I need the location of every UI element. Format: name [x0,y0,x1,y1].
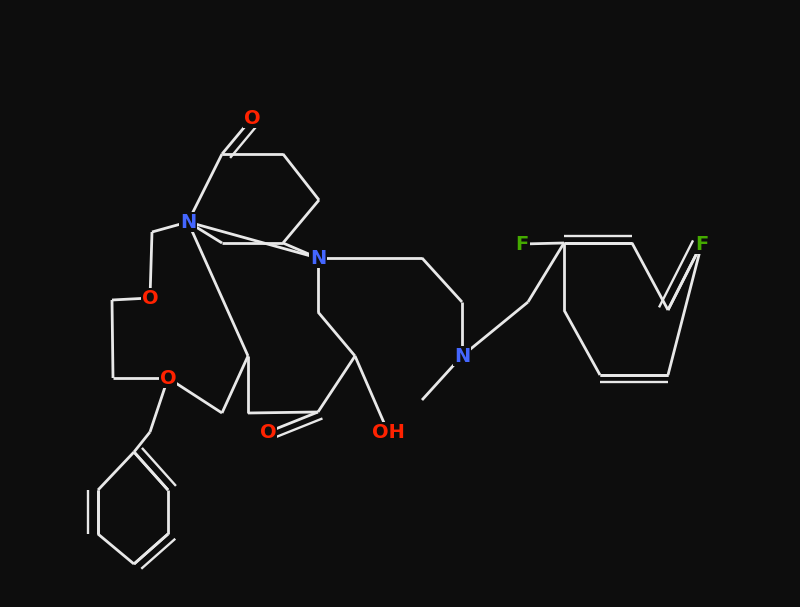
Text: O: O [244,109,260,127]
Text: O: O [142,288,158,308]
Text: N: N [454,347,470,365]
Text: F: F [515,234,529,254]
Text: N: N [180,212,196,231]
Text: N: N [310,248,326,268]
Text: O: O [260,422,276,441]
Text: F: F [695,234,709,254]
Text: OH: OH [371,422,405,441]
Text: O: O [160,368,176,387]
